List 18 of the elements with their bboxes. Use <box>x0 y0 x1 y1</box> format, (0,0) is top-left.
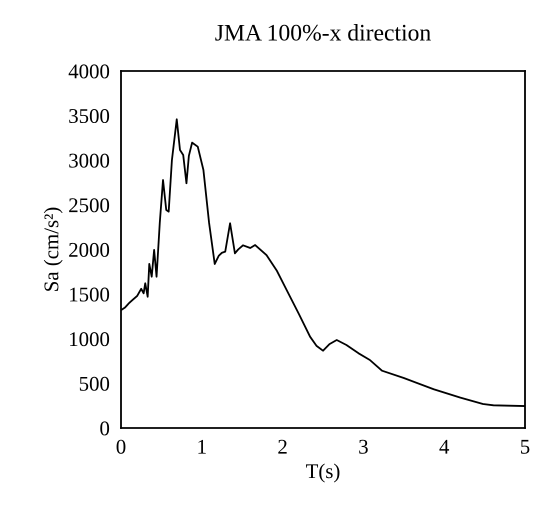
y-tick-label: 3000 <box>69 154 110 168</box>
chart-title: JMA 100%-x direction <box>215 24 431 41</box>
y-axis-title: Sa (cm/s²) <box>44 208 63 291</box>
y-tick-label: 4000 <box>68 64 110 78</box>
x-tick-label: 3 <box>359 440 368 454</box>
y-tick-label: 2000 <box>69 242 110 257</box>
y-tick-label: 1000 <box>70 332 110 346</box>
y-tick-label: 500 <box>80 376 110 391</box>
y-tick-label: 2500 <box>69 198 110 212</box>
x-tick-label: 2 <box>278 440 287 454</box>
x-tick-label: 0 <box>116 440 126 454</box>
x-tick-label: 4 <box>439 440 450 454</box>
y-tick-label: 3500 <box>69 109 110 124</box>
x-tick-label: 1 <box>198 440 206 454</box>
y-tick-label: 1500 <box>70 288 110 302</box>
x-axis-title: T(s) <box>306 464 340 482</box>
y-tick-label: 0 <box>100 421 110 436</box>
x-tick-label: 5 <box>521 440 530 454</box>
